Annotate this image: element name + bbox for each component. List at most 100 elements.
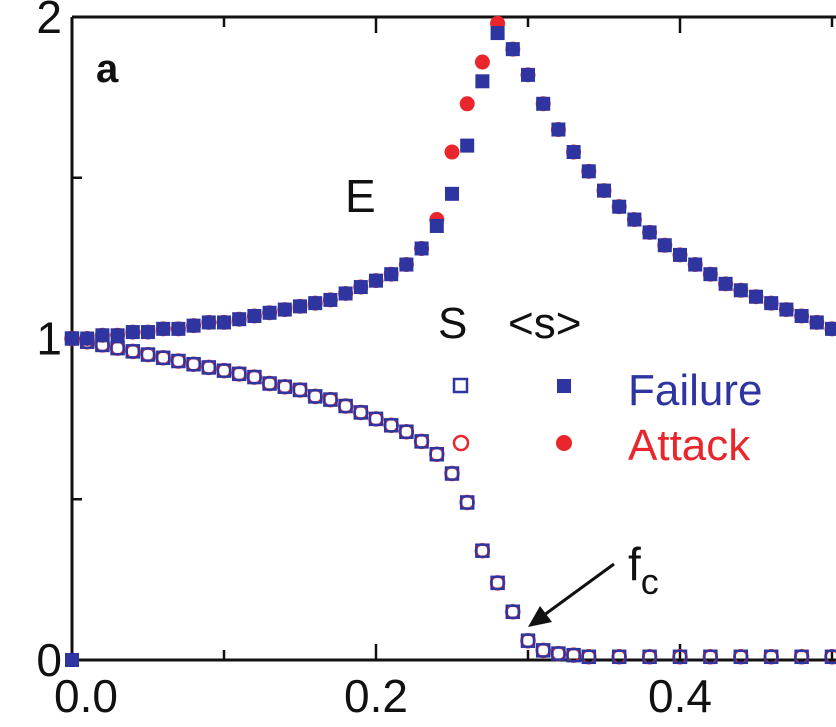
energy-label: E [345, 170, 376, 222]
failure-S-point [247, 369, 262, 385]
failure-s-avg-point [794, 308, 809, 323]
failure-S-point [535, 643, 551, 658]
attack-S-point [368, 411, 384, 427]
failure-S-point [292, 382, 308, 398]
panel-label: a [96, 47, 119, 91]
failure-s-avg-point [293, 299, 307, 314]
attack-S-point [520, 632, 536, 649]
failure-s-avg-point [369, 273, 383, 288]
failure-s-avg-point [65, 331, 79, 346]
failure-origin-point [65, 653, 79, 667]
y-tick-label: 2 [36, 0, 62, 43]
failure-s-avg-point [429, 218, 444, 233]
failure-s-avg-point [597, 183, 611, 198]
failure-s-avg-point [673, 247, 687, 262]
failure-S-point [414, 434, 429, 449]
attack-S-point [155, 350, 171, 366]
failure-s-avg-point [399, 257, 414, 272]
failure-s-avg-point [232, 312, 247, 327]
legend-failure-S-marker [452, 377, 469, 394]
failure-s-avg-point [779, 302, 794, 317]
attack-S-point [109, 340, 126, 356]
attack-S-point [474, 542, 491, 559]
failure-S-point [307, 389, 323, 404]
failure-S-point [733, 649, 749, 665]
failure-S-point [338, 398, 353, 414]
attack-S-point [489, 575, 506, 591]
failure-s-avg-point [171, 321, 186, 336]
failure-S-point [794, 649, 809, 665]
failure-S-point [611, 649, 627, 665]
attack-S-point [216, 362, 232, 379]
failure-s-avg-point [703, 267, 718, 282]
failure-s-avg-point [505, 42, 520, 57]
failure-s-avg-point [521, 67, 535, 82]
failure-S-point [186, 356, 201, 372]
failure-s-avg-point [323, 292, 338, 307]
fc-arrow-icon [539, 562, 615, 620]
failure-S-point [824, 649, 836, 665]
legend-col-s-avg: <s> [508, 299, 581, 348]
failure-S-point [581, 649, 597, 665]
failure-S-point [155, 350, 171, 366]
attack-S-point [261, 375, 278, 392]
failure-S-point [216, 363, 232, 378]
attack-S-point [444, 465, 460, 482]
failure-S-point [231, 366, 247, 382]
legend-col-S: S [438, 299, 467, 348]
legend-attack-s-marker [556, 435, 572, 451]
failure-S-point [551, 646, 566, 661]
y-tick-label: 0 [36, 634, 62, 686]
failure-s-avg-point [217, 315, 231, 330]
attack-S-point [322, 391, 339, 408]
x-tick-label: 0.4 [648, 670, 712, 722]
failure-s-avg-point [445, 186, 459, 201]
attack-S-point [535, 642, 551, 659]
failure-s-avg-point [490, 26, 505, 41]
arrowhead-icon [528, 606, 552, 627]
attack-s-avg-point [474, 54, 490, 70]
failure-s-avg-point [308, 296, 323, 311]
y-tick-label: 1 [36, 313, 62, 365]
failure-S-point [459, 495, 475, 510]
failure-s-avg-point [688, 257, 703, 272]
failure-S-point [703, 649, 718, 665]
failure-s-avg-point [551, 122, 566, 137]
failure-S-point [490, 575, 505, 591]
attack-S-point [201, 359, 217, 376]
attack-S-point [231, 366, 247, 382]
legend-attack-label: Attack [628, 421, 751, 470]
attack-S-point [170, 353, 187, 369]
legend: S <s> Failure Attack [438, 299, 763, 470]
failure-s-avg-point [414, 241, 429, 256]
failure-S-point [672, 649, 688, 665]
attack-S-point [398, 423, 415, 440]
failure-s-avg-point [581, 164, 596, 179]
failure-s-avg-point [612, 199, 627, 214]
failure-S-point [64, 331, 80, 346]
failure-S-point [110, 340, 125, 356]
failure-S-point [140, 347, 156, 362]
failure-s-avg-point [749, 289, 763, 304]
failure-s-avg-point [825, 321, 836, 336]
tick-labels: 0.0 0.2 0.4 0 1 2 [36, 0, 712, 722]
fc-label: fc [628, 538, 659, 602]
failure-s-avg-point [262, 305, 277, 320]
failure-S-point [475, 543, 490, 558]
failure-S-point [383, 418, 399, 433]
failure-S-point [95, 337, 110, 353]
attack-S-point [413, 433, 430, 450]
failure-s-avg-point [384, 267, 399, 282]
failure-s-avg-point [733, 283, 748, 298]
data-markers [64, 15, 836, 667]
failure-S-point [444, 466, 460, 481]
attack-S-point [246, 369, 263, 385]
failure-s-avg-point [627, 212, 642, 227]
failure-S-point [201, 360, 217, 375]
failure-S-point [429, 446, 445, 462]
failure-S-point [399, 424, 414, 439]
failure-s-avg-point [718, 276, 733, 291]
failure-s-avg-point [247, 308, 262, 323]
legend-failure-s-marker [557, 379, 571, 393]
failure-S-point [763, 649, 779, 665]
